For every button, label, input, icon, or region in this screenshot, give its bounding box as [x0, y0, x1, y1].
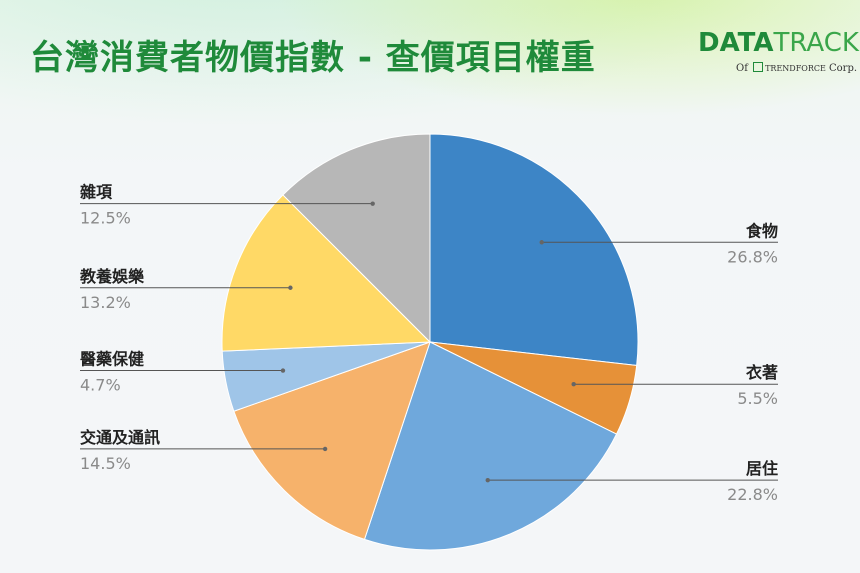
leader-dot-3 [322, 446, 328, 452]
slice-value-label-4: 4.7% [80, 376, 121, 395]
slice-label-5: 教養娛樂 [80, 267, 145, 286]
pie-slice-3 [233, 341, 431, 541]
logo-subline: Of TRENDFORCE Corp. [736, 62, 857, 74]
slice-label-3: 交通及通訊 [80, 428, 160, 447]
leader-dot-4 [280, 368, 286, 373]
slice-value-label-2: 22.8% [727, 485, 778, 504]
page-title: 台灣消費者物價指數 - 查價項目權重 [30, 38, 596, 78]
logo-sub-brand: TRENDFORCE [765, 64, 826, 73]
logo-data-text: DATA [698, 28, 774, 58]
logo-wordmark: DATATRACK [698, 28, 859, 58]
slice-value-label-3: 14.5% [80, 454, 131, 473]
leader-dot-5 [288, 285, 293, 290]
trendforce-mark-icon [753, 62, 764, 72]
leader-dot-1 [571, 382, 576, 387]
pie-slice-5 [221, 194, 432, 352]
leader-dot-2 [485, 477, 490, 483]
slice-label-4: 醫藥保健 [80, 350, 144, 369]
slice-value-label-0: 26.8% [727, 247, 778, 266]
datatrack-logo: DATATRACK Of TRENDFORCE Corp. [698, 28, 859, 78]
logo-sub-suffix: Corp. [829, 63, 858, 74]
slice-value-label-6: 12.5% [80, 209, 131, 228]
logo-track-text: TRACK [773, 28, 859, 58]
leader-dot-6 [370, 201, 375, 206]
slice-label-0: 食物 [745, 221, 778, 240]
logo-sub-prefix: Of [736, 63, 748, 74]
slice-label-6: 雜項 [80, 183, 113, 202]
leader-dot-0 [539, 240, 544, 245]
slice-label-1: 衣著 [746, 363, 778, 382]
slice-value-label-1: 5.5% [737, 389, 778, 408]
pie-slice-2 [363, 341, 618, 551]
pie-slice-0 [429, 133, 639, 367]
slice-value-label-5: 13.2% [80, 293, 131, 312]
pie-slice-6 [282, 133, 431, 344]
slice-label-2: 居住 [746, 459, 778, 478]
